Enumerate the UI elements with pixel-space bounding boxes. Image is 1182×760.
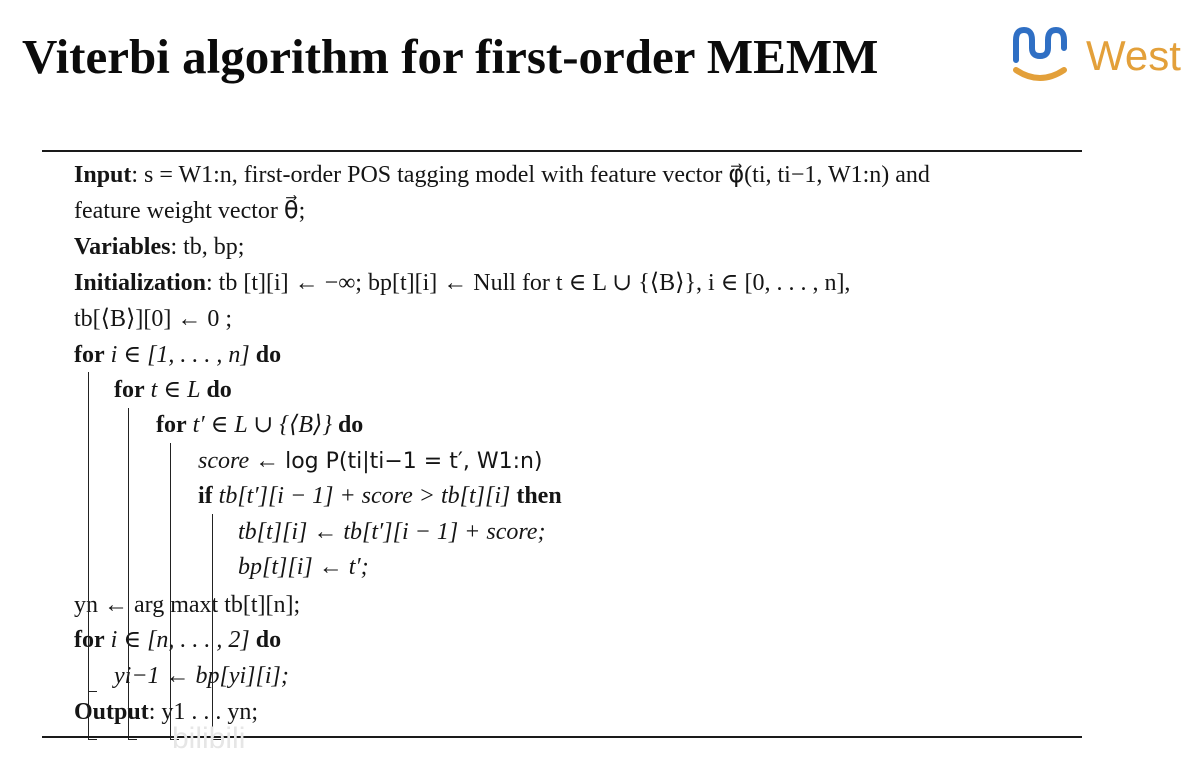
algorithm-top-rule <box>42 150 1082 152</box>
algo-output-line: Output: y1 . . . yn; <box>74 695 258 729</box>
loop-i-bar-end <box>88 739 97 740</box>
algo-variables-line: Variables: tb, bp; <box>74 230 244 264</box>
logo: West <box>1010 26 1182 88</box>
loop-t-bar <box>128 408 137 740</box>
algo-for-back-line: for i ∈ [n, . . . , 2] do <box>74 623 281 657</box>
variables-text: : tb, bp; <box>170 234 245 260</box>
algo-assign-tb-line: tb[t][i] ← tb[t′][i − 1] + score; <box>238 515 545 549</box>
if-keyword: if <box>198 483 213 509</box>
do-keyword: do <box>206 377 232 403</box>
algo-for-tprime-line: for t′ ∈ L ∪ {⟨B⟩} do <box>156 408 363 442</box>
loop-condition: i ∈ [n, . . . , 2] <box>110 627 250 653</box>
output-text: : y1 . . . yn; <box>148 699 259 725</box>
loop-tprime-bar-end <box>170 739 179 740</box>
score-rhs: log P(ti|ti−1 = t′, W1:n) <box>285 449 543 474</box>
then-keyword: then <box>516 483 562 509</box>
init-text: : tb [t][i] ← −∞; bp[t][i] ← Null for t … <box>206 270 851 296</box>
loop-i-bar <box>88 372 97 740</box>
argmax-text: yn ← arg maxt tb[t][n]; <box>74 592 301 618</box>
loop-t-bar-end <box>128 739 137 740</box>
loop-condition: i ∈ [1, . . . , n] <box>110 342 250 368</box>
algo-backtrace-line: yi−1 ← bp[yi][i]; <box>114 659 289 693</box>
slide-title: Viterbi algorithm for first-order MEMM <box>22 29 879 84</box>
algo-input-cont-line: feature weight vector θ⃗; <box>74 194 305 228</box>
algo-init-cont-line: tb[⟨B⟩][0] ← 0 ; <box>74 302 232 336</box>
assign-tb: tb[t][i] ← tb[t′][i − 1] + score; <box>238 519 546 545</box>
loop-condition: t′ ∈ L ∪ {⟨B⟩} <box>192 412 332 438</box>
algo-init-line: Initialization: tb [t][i] ← −∞; bp[t][i]… <box>74 266 850 300</box>
do-keyword: do <box>337 412 364 438</box>
do-keyword: do <box>255 627 282 653</box>
output-label: Output <box>74 699 149 725</box>
input-label: Input <box>74 162 132 188</box>
score-lhs: score ← <box>198 448 280 474</box>
loop-tprime-bar <box>170 443 179 740</box>
if-condition: tb[t′][i − 1] + score > tb[t][i] <box>218 483 511 509</box>
loop-condition: t ∈ L <box>150 377 201 403</box>
logo-wordmark: West <box>1086 32 1181 79</box>
do-keyword: do <box>255 342 282 368</box>
watermark: bilibili <box>172 722 246 755</box>
algo-for-t-line: for t ∈ L do <box>114 373 232 407</box>
loop-back-bar <box>88 658 97 692</box>
algo-argmax-line: yn ← arg maxt tb[t][n]; <box>74 588 300 622</box>
for-keyword: for <box>114 377 145 403</box>
if-bar-end <box>212 739 221 740</box>
loop-back-bar-end <box>88 691 97 692</box>
algo-if-line: if tb[t′][i − 1] + score > tb[t][i] then <box>198 479 562 513</box>
init-label: Initialization <box>74 270 207 296</box>
if-bar <box>212 514 221 740</box>
westlake-logo-icon <box>1013 26 1067 81</box>
input-text-cont: feature weight vector θ⃗; <box>74 198 306 224</box>
backtrace-text: yi−1 ← bp[yi][i]; <box>114 663 289 689</box>
for-keyword: for <box>74 342 105 368</box>
for-keyword: for <box>156 412 187 438</box>
algo-input-line: Input: s = W1:n, first-order POS tagging… <box>74 158 930 192</box>
algorithm-bottom-rule <box>42 736 1082 738</box>
algo-assign-bp-line: bp[t][i] ← t′; <box>238 550 369 584</box>
algo-score-line: score ← log P(ti|ti−1 = t′, W1:n) <box>198 444 543 478</box>
assign-bp: bp[t][i] ← t′; <box>238 554 369 580</box>
init-text-cont: tb[⟨B⟩][0] ← 0 ; <box>74 306 233 332</box>
variables-label: Variables <box>74 234 171 260</box>
for-keyword: for <box>74 627 105 653</box>
algo-for-i-line: for i ∈ [1, . . . , n] do <box>74 338 281 372</box>
input-text: : s = W1:n, first-order POS tagging mode… <box>131 162 930 188</box>
